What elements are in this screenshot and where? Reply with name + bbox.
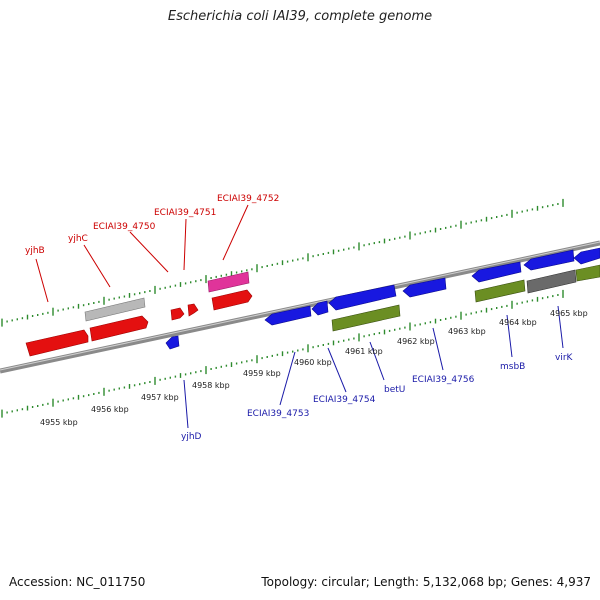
bottom-scale-ticks [1,289,564,418]
gene-blue-7[interactable] [471,261,522,283]
genome-backbone [0,240,600,374]
leader-ECIAI39_4753 [279,351,296,406]
scale-label-4956: 4956 kbp [91,405,129,414]
scale-label-4964: 4964 kbp [499,318,537,327]
gene-yjhC[interactable] [89,315,149,342]
gene-ECIAI39_4752[interactable] [211,289,253,311]
leader-yjhB [35,258,49,303]
leader-yjhD [183,379,189,429]
scale-label-4958: 4958 kbp [192,381,230,390]
leader-ECIAI39_4752 [222,204,249,261]
leader-betU [369,341,385,381]
scale-label-4962: 4962 kbp [397,337,435,346]
leader-ECIAI39_4756 [432,327,444,371]
gene-ECIAI39_4753[interactable] [264,305,312,326]
label-ECIAI39_4750[interactable]: ECIAI39_4750 [93,222,156,232]
label-ECIAI39_4754[interactable]: ECIAI39_4754 [313,395,376,405]
gene-blue-8[interactable] [523,249,575,271]
scale-label-4957: 4957 kbp [141,393,179,402]
gene-betU[interactable] [328,284,397,311]
label-ECIAI39_4751[interactable]: ECIAI39_4751 [154,208,216,218]
accession-text: Accession: NC_011750 [9,575,146,589]
gene-pink[interactable] [207,271,250,293]
genome-summary-text: Topology: circular; Length: 5,132,068 bp… [261,575,591,589]
label-msbB[interactable]: msbB [500,362,525,372]
gene-green-1[interactable] [331,304,401,332]
scale-label-4963: 4963 kbp [448,327,486,336]
gene-blue-9[interactable] [573,247,600,265]
gene-ECIAI39_4756[interactable] [402,277,447,298]
gene-gray[interactable] [84,297,146,322]
gene-ECIAI39_4751[interactable] [187,303,199,317]
page-title: Escherichia coli IAI39, complete genome [167,9,433,24]
scale-label-4965: 4965 kbp [550,309,588,318]
leader-ECIAI39_4750 [129,231,169,273]
leader-yjhC [83,244,111,288]
label-betU[interactable]: betU [384,385,405,395]
label-yjhB[interactable]: yjhB [25,246,45,256]
scale-label-4960: 4960 kbp [294,358,332,367]
leader-msbB [506,314,513,358]
label-ECIAI39_4752[interactable]: ECIAI39_4752 [217,194,279,204]
genome-backbone-highlight [0,241,600,371]
leader-ECIAI39_4754 [327,347,347,393]
label-virK[interactable]: virK [555,353,574,363]
label-yjhD[interactable]: yjhD [181,432,202,442]
top-scale-ticks [1,198,564,327]
label-ECIAI39_4756[interactable]: ECIAI39_4756 [412,375,475,385]
scale-label-4961: 4961 kbp [345,347,383,356]
gene-yjhD[interactable] [165,335,180,350]
gene-ECIAI39_4754[interactable] [311,300,329,316]
leader-virK [557,305,564,349]
label-ECIAI39_4753[interactable]: ECIAI39_4753 [247,409,309,419]
scale-label-4959: 4959 kbp [243,369,281,378]
leader-ECIAI39_4751 [183,218,187,271]
label-yjhC[interactable]: yjhC [68,234,88,244]
gene-ECIAI39_4750[interactable] [170,307,185,321]
gene-green-2[interactable] [474,279,526,303]
gene-green-3[interactable] [575,264,600,282]
gene-dark-gray[interactable] [526,269,577,294]
gene-yjhB[interactable] [25,329,89,357]
scale-label-4955: 4955 kbp [40,418,78,427]
